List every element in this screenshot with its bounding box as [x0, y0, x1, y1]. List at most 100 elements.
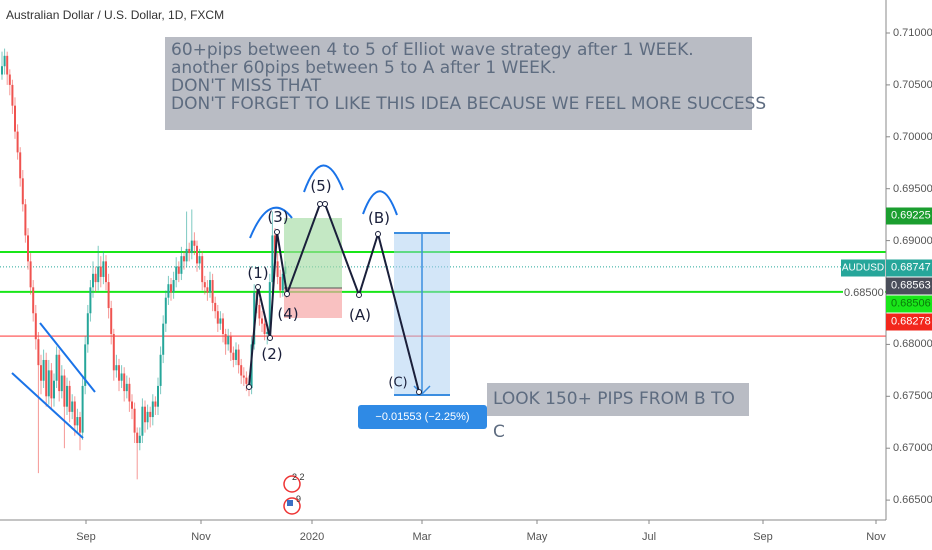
candle-body: [63, 375, 66, 407]
candle: [180, 246, 183, 281]
candle-body: [8, 74, 11, 85]
time-tick-label: Nov: [191, 531, 211, 543]
candle-body: [227, 336, 230, 345]
candle: [261, 311, 263, 332]
time-tick-label: Sep: [76, 531, 96, 543]
candle-body: [164, 297, 167, 324]
candle-body: [16, 131, 19, 153]
candle: [11, 79, 14, 114]
candle: [185, 211, 188, 268]
candle-body: [162, 323, 165, 355]
candle-body: [50, 370, 53, 399]
candle-body: [21, 178, 24, 205]
candle: [89, 280, 92, 322]
candle: [193, 232, 196, 256]
candle-body: [144, 406, 146, 423]
candle-body: [37, 339, 40, 366]
candle-body: [167, 284, 170, 298]
candle: [34, 304, 37, 350]
candle-body: [42, 359, 45, 381]
candle-body: [24, 204, 27, 236]
candle-body: [55, 354, 58, 381]
candle: [63, 369, 66, 449]
arc-over-wave-3: [249, 206, 293, 239]
candle: [94, 266, 97, 293]
look-note[interactable]: LOOK 150+ PIPS FROM B TO C: [487, 383, 749, 442]
candle-body: [224, 334, 227, 345]
candle-body: [32, 287, 35, 314]
wave-point: [267, 335, 273, 341]
price-tag-entry: 0.68563: [886, 277, 932, 295]
candle: [235, 342, 237, 366]
candle: [229, 331, 232, 362]
wave-label-c: (C): [388, 375, 408, 391]
candle-body: [180, 256, 183, 274]
candle-body: [102, 261, 105, 277]
candle: [201, 250, 204, 291]
wave-label-b: (B): [368, 209, 390, 227]
candle: [84, 336, 87, 395]
candle-body: [45, 359, 48, 397]
candle-body: [201, 256, 204, 283]
candle-body: [211, 280, 214, 303]
economic-event-icon: [283, 475, 301, 493]
candle-body: [53, 380, 55, 399]
candle: [66, 377, 68, 415]
candle-body: [261, 318, 263, 324]
candle: [136, 427, 139, 480]
wave-label-3: (3): [267, 208, 289, 226]
candle-body: [107, 282, 110, 309]
candle: [146, 404, 149, 430]
candle-body: [29, 261, 32, 288]
candle: [164, 290, 167, 332]
candle-body: [185, 248, 188, 262]
price-tick-label: 0.68000: [893, 338, 932, 351]
note-line: 60+pips between 4 to 5 of Elliot wave st…: [171, 40, 694, 60]
wave-point: [284, 291, 290, 297]
candle-body: [123, 373, 126, 392]
candle-body: [3, 55, 6, 67]
candle-body: [94, 273, 97, 283]
candle-body: [138, 435, 141, 444]
candle: [258, 298, 261, 326]
candle: [60, 365, 63, 399]
chart-title: Australian Dollar / U.S. Dollar, 1D, FXC…: [6, 8, 225, 22]
candle: [125, 375, 128, 399]
arc-over-wave-b: [362, 190, 398, 216]
candle: [190, 209, 193, 260]
candle: [123, 367, 126, 402]
candle-body: [99, 266, 102, 277]
candle: [29, 253, 32, 295]
candle: [6, 51, 9, 85]
strategy-note[interactable]: 60+pips between 4 to 5 of Elliot wave st…: [165, 37, 766, 130]
candle-body: [141, 406, 144, 436]
candle-body: [183, 256, 185, 262]
candle-body: [154, 401, 157, 407]
candle: [19, 147, 22, 187]
candle: [276, 253, 279, 285]
candle-body: [149, 411, 152, 418]
candle: [227, 328, 230, 351]
candle: [268, 273, 271, 337]
candle: [50, 363, 53, 409]
candle: [8, 69, 11, 96]
candle-body: [268, 282, 271, 332]
candle-body: [196, 245, 198, 264]
candle-body: [110, 308, 113, 335]
candle: [183, 250, 185, 270]
candle-body: [27, 235, 29, 262]
candle: [53, 373, 55, 407]
candle: [99, 256, 102, 288]
candle: [68, 380, 71, 423]
candle: [232, 346, 235, 368]
wave-label-5: (5): [310, 177, 332, 195]
candle-body: [118, 365, 120, 381]
candle: [107, 273, 110, 319]
candle: [196, 240, 198, 272]
candle-body: [222, 318, 224, 335]
time-tick-label: 2020: [299, 531, 325, 543]
candle: [219, 311, 222, 330]
candle-body: [242, 375, 245, 378]
candle-body: [266, 331, 269, 335]
